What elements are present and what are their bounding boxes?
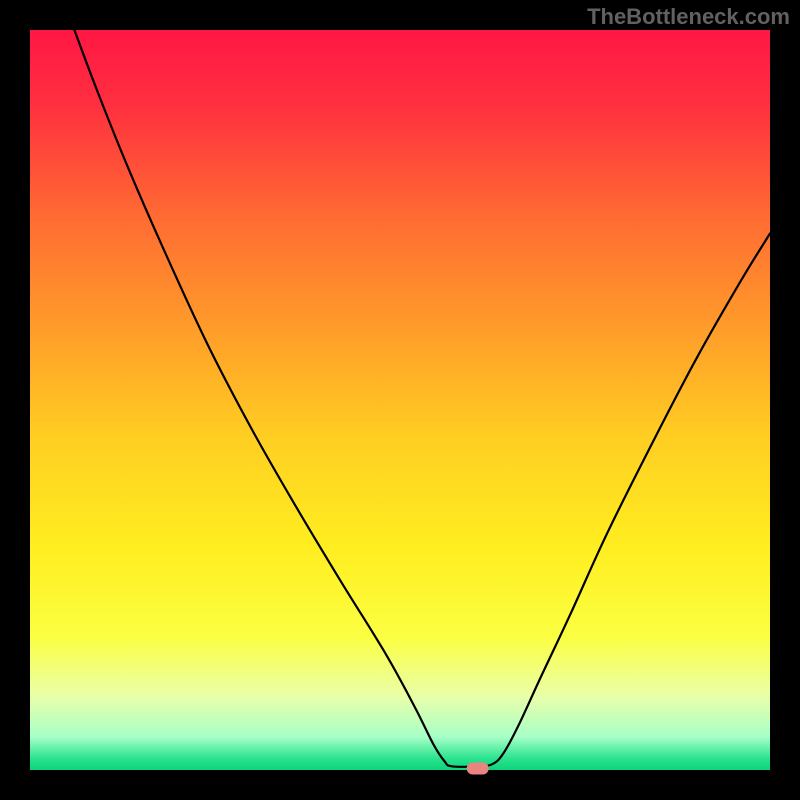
optimum-marker — [467, 763, 489, 775]
plot-background — [30, 30, 770, 770]
bottleneck-chart — [0, 0, 800, 800]
watermark-text: TheBottleneck.com — [587, 4, 790, 30]
